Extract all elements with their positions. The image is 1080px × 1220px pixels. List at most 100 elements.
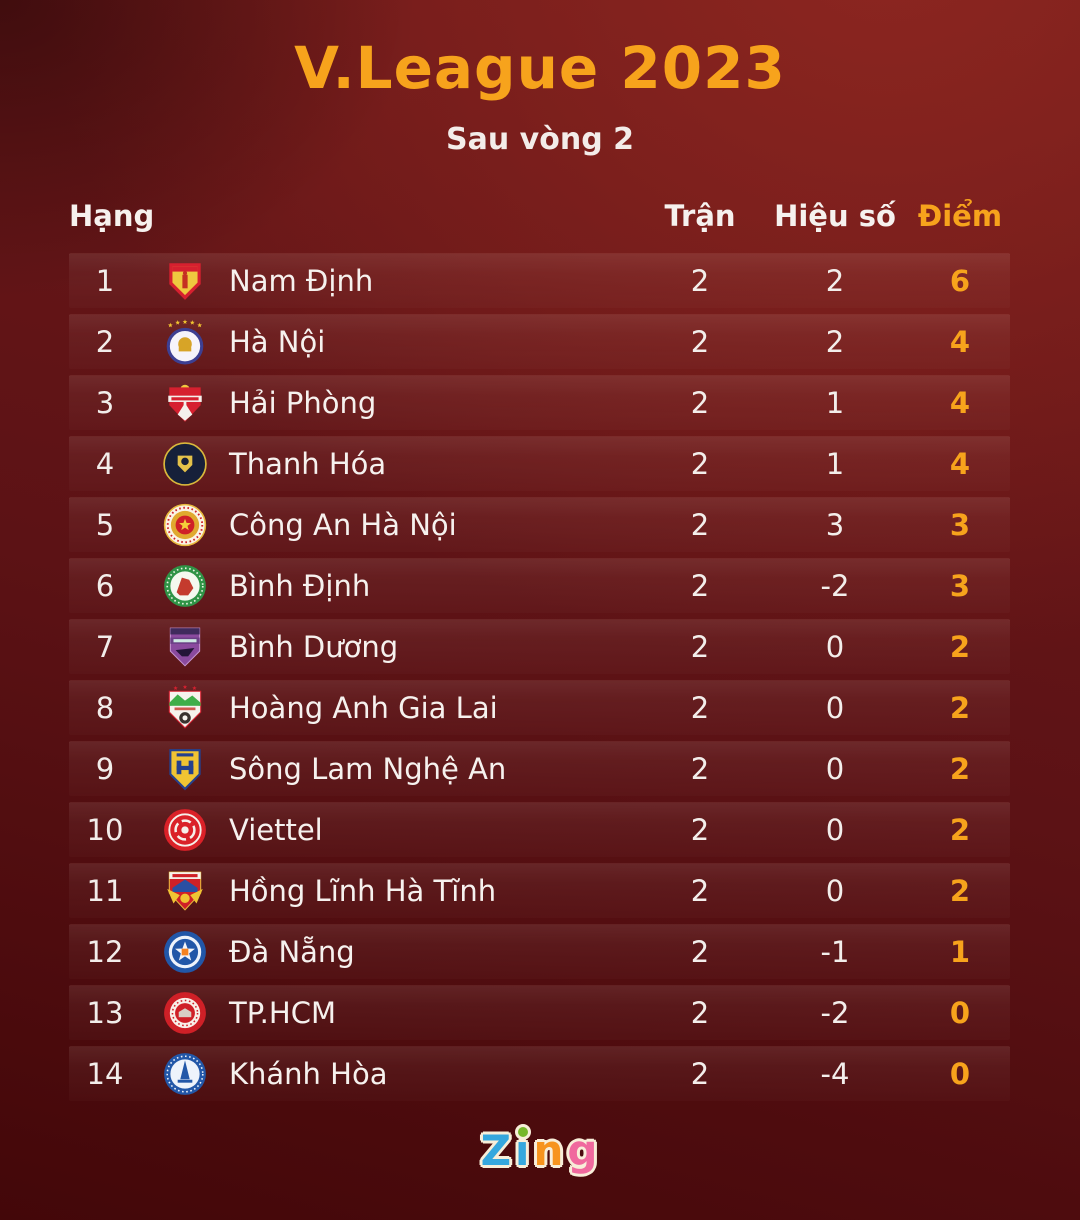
table-header-row: Hạng Trận Hiệu số Điểm: [69, 194, 1010, 238]
rank-cell: 12: [86, 935, 124, 969]
goal-diff-cell: -2: [820, 996, 850, 1030]
goal-diff-cell: 0: [825, 813, 845, 847]
matches-cell: 2: [690, 996, 710, 1030]
matches-cell: 2: [690, 1057, 710, 1091]
club-name: Sông Lam Nghệ An: [229, 752, 507, 786]
table-row: 5 Công An Hà Nội 2 3 3: [69, 497, 1010, 552]
club-logo-cell: [141, 624, 229, 670]
club-name: Bình Định: [229, 569, 371, 603]
rank-cell: 1: [95, 264, 115, 298]
zing-letter: g: [567, 1126, 600, 1175]
goal-diff-cell: -4: [820, 1057, 850, 1091]
club-logo-cell: [141, 563, 229, 609]
club-badge-nam-dinh: [169, 263, 201, 300]
rank-cell: 6: [95, 569, 115, 603]
club-logo-cell: [141, 258, 229, 304]
goal-diff-cell: 1: [825, 386, 845, 420]
rank-cell: 8: [95, 691, 115, 725]
matches-cell: 2: [690, 569, 710, 603]
matches-cell: 2: [690, 813, 710, 847]
goal-diff-cell: 0: [825, 691, 845, 725]
club-badge-cong-an-ha-noi: [163, 503, 207, 547]
goal-diff-cell: 0: [825, 630, 845, 664]
club-badge-binh-duong: [169, 627, 201, 667]
matches-cell: 2: [690, 264, 710, 298]
table-row: 7 Bình Dương 2 0 2: [69, 619, 1010, 674]
zing-letter: Z: [480, 1126, 514, 1175]
rank-cell: 14: [86, 1057, 124, 1091]
club-name: Thanh Hóa: [229, 447, 387, 481]
club-name: Đà Nẵng: [229, 935, 355, 969]
points-cell: 0: [949, 1057, 971, 1091]
points-cell: 3: [949, 569, 971, 603]
column-header-points: Điểm: [917, 199, 1003, 233]
club-badge-hoang-anh-gia-lai: [168, 685, 202, 729]
matches-cell: 2: [690, 752, 710, 786]
table-row: 6 Bình Định 2 -2 3: [69, 558, 1010, 613]
table-row: 13 TP.HCM 2 -2 0: [69, 985, 1010, 1040]
goal-diff-cell: 3: [825, 508, 845, 542]
points-cell: 4: [949, 325, 971, 359]
rank-cell: 2: [95, 325, 115, 359]
club-logo-cell: [141, 502, 229, 548]
club-name: Hà Nội: [229, 325, 326, 359]
rank-cell: 5: [95, 508, 115, 542]
club-badge-binh-dinh: [164, 565, 206, 607]
rank-cell: 4: [95, 447, 115, 481]
table-row: 11 Hồng Lĩnh Hà Tĩnh 2 0 2: [69, 863, 1010, 918]
matches-cell: 2: [690, 630, 710, 664]
zing-logo: Zı ng: [0, 1126, 1080, 1175]
matches-cell: 2: [690, 325, 710, 359]
table-row: 8 Hoàng Anh Gia Lai 2 0 2: [69, 680, 1010, 735]
column-header-matches: Trận: [664, 199, 736, 233]
club-badge-hong-linh-ha-tinh: [167, 871, 203, 911]
table-row: 3 Hải Phòng 2 1 4: [69, 375, 1010, 430]
zing-letter: ı: [515, 1126, 532, 1175]
points-cell: 2: [949, 874, 971, 908]
table-body: 1 Nam Định 2 2 6 2 Hà Nội 2 2 4 3 Hải Ph…: [69, 253, 1010, 1101]
club-badge-ha-noi: [166, 319, 204, 365]
points-cell: 2: [949, 752, 971, 786]
club-logo-cell: [141, 929, 229, 975]
table-row: 9 Sông Lam Nghệ An 2 0 2: [69, 741, 1010, 796]
club-logo-cell: [141, 380, 229, 426]
table-row: 12 Đà Nẵng 2 -1 1: [69, 924, 1010, 979]
club-logo-cell: [141, 807, 229, 853]
club-logo-cell: [141, 319, 229, 365]
goal-diff-cell: 2: [825, 264, 845, 298]
rank-cell: 13: [86, 996, 124, 1030]
points-cell: 4: [949, 386, 971, 420]
zing-i-dot: [518, 1127, 529, 1137]
points-cell: 4: [949, 447, 971, 481]
goal-diff-cell: 0: [825, 752, 845, 786]
club-name: Viettel: [229, 813, 323, 847]
club-name: Hồng Lĩnh Hà Tĩnh: [229, 874, 497, 908]
points-cell: 2: [949, 813, 971, 847]
zing-letter: n: [533, 1126, 566, 1175]
club-name: Nam Định: [229, 264, 374, 298]
points-cell: 0: [949, 996, 971, 1030]
club-logo-cell: [141, 868, 229, 914]
matches-cell: 2: [690, 508, 710, 542]
club-name: Hoàng Anh Gia Lai: [229, 691, 498, 725]
club-name: Hải Phòng: [229, 386, 377, 420]
club-badge-khanh-hoa: [164, 1053, 206, 1095]
club-logo-cell: [141, 685, 229, 731]
table-row: 2 Hà Nội 2 2 4: [69, 314, 1010, 369]
page-title: V.League 2023: [294, 34, 786, 102]
table-row: 1 Nam Định 2 2 6: [69, 253, 1010, 308]
club-badge-viettel: [164, 809, 206, 851]
club-logo-cell: [141, 441, 229, 487]
matches-cell: 2: [690, 691, 710, 725]
club-badge-hai-phong: [168, 384, 202, 422]
matches-cell: 2: [690, 874, 710, 908]
points-cell: 2: [949, 630, 971, 664]
points-cell: 3: [949, 508, 971, 542]
rank-cell: 7: [95, 630, 115, 664]
club-name: TP.HCM: [229, 996, 336, 1030]
rank-cell: 3: [95, 386, 115, 420]
table-row: 4 Thanh Hóa 2 1 4: [69, 436, 1010, 491]
club-badge-song-lam-nghe-an: [169, 749, 201, 791]
rank-cell: 11: [86, 874, 124, 908]
